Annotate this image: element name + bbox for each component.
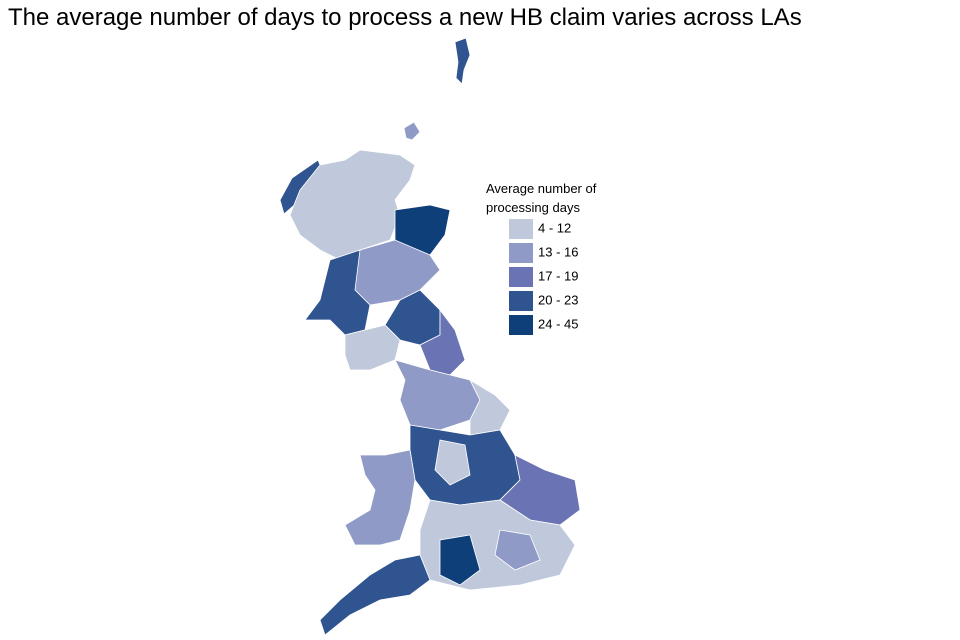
legend-label: 17 - 19 [538,268,578,283]
legend-swatch [509,267,533,287]
region [454,37,471,85]
region [319,554,431,636]
regions [279,37,581,636]
legend-swatch [509,243,533,263]
region [494,529,541,571]
region [469,378,511,436]
legend-title: Average number of processing days [486,181,597,215]
legend-swatch [509,219,533,239]
region [289,149,416,261]
region [434,439,471,486]
region [344,449,416,546]
region [403,121,421,141]
region [439,534,481,586]
legend-swatch [509,315,533,335]
legend-label: 4 - 12 [538,220,571,235]
legend-label: 24 - 45 [538,316,578,331]
legend-swatch [509,291,533,311]
legend-label: 13 - 16 [538,244,578,259]
title: The average number of days to process a … [8,4,802,31]
legend-label: 20 - 23 [538,292,578,307]
